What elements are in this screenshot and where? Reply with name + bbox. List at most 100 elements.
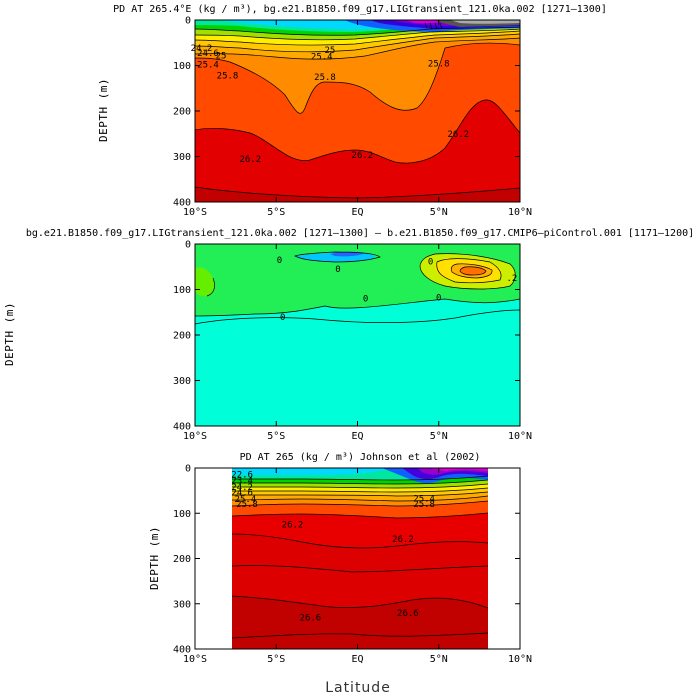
contour-label: 24.6 bbox=[231, 488, 253, 498]
contour-zero-mid bbox=[195, 309, 520, 325]
contour-23-0 bbox=[232, 475, 488, 481]
x-axis-label: Latitude bbox=[325, 680, 391, 696]
contour-label: 26.2 bbox=[392, 535, 414, 545]
fill-positive-north-4 bbox=[460, 266, 486, 275]
contour-label: 25.8 bbox=[236, 500, 258, 510]
y-tick-label: 100 bbox=[173, 509, 191, 520]
contour-label: 26.2 bbox=[282, 521, 304, 531]
contour-label: 25.8 bbox=[217, 72, 239, 82]
contour-deep bbox=[232, 632, 488, 639]
panel-1-title: PD AT 265.4°E (kg / m³), bg.e21.B1850.f0… bbox=[113, 4, 607, 15]
fill-corner bbox=[195, 244, 225, 264]
contour-23-4 bbox=[232, 479, 488, 485]
y-tick-label: 0 bbox=[185, 240, 191, 251]
x-tick-label: 10°S bbox=[183, 207, 207, 218]
panel-2-title: bg.e21.B1850.f09_g17.LIGtransient_121.0k… bbox=[26, 228, 694, 239]
contour-label: 25.4 bbox=[311, 52, 333, 62]
panel-1: PD AT 265.4°E (kg / m³), bg.e21.B1850.f0… bbox=[97, 4, 607, 218]
panel-3-title: PD AT 265 (kg / m³) Johnson et al (2002) bbox=[240, 452, 481, 463]
contour-label: 25.8 bbox=[428, 60, 450, 70]
contour-25-0 bbox=[232, 495, 488, 502]
contour-24-2 bbox=[232, 487, 488, 493]
panel-1-y-axis-label: DEPTH (m) bbox=[97, 78, 110, 142]
x-tick-label: 5°N bbox=[430, 431, 448, 442]
contour-25-8 bbox=[232, 512, 488, 519]
contour-23-8 bbox=[195, 26, 520, 36]
panel-3-contour-labels: 22.623.424.224.625.425.826.226.225.825.4… bbox=[231, 470, 435, 623]
contour-label: 25.4 bbox=[413, 494, 435, 504]
contour-26-6 bbox=[232, 595, 488, 609]
y-tick-label: 200 bbox=[173, 554, 191, 565]
contour-zero-north bbox=[419, 253, 516, 290]
x-tick-label: 5°N bbox=[430, 207, 448, 218]
contour-mid bbox=[232, 565, 488, 573]
x-tick-label: 10°S bbox=[183, 431, 207, 442]
panel-2: bg.e21.B1850.f09_g17.LIGtransient_121.0k… bbox=[3, 228, 694, 442]
fill-light-grey bbox=[450, 20, 520, 24]
panel-1-contour-labels: 24.224.62525.425.825.42525.825.826.226.2… bbox=[191, 44, 469, 165]
y-tick-label: 0 bbox=[185, 464, 191, 475]
y-tick-label: 400 bbox=[173, 645, 191, 656]
panel-3-contour-lines bbox=[232, 475, 488, 639]
x-tick-label: EQ bbox=[351, 431, 363, 442]
contour-26-6 bbox=[195, 186, 520, 199]
contour-label: 25.4 bbox=[197, 61, 219, 71]
contour-25-0 bbox=[195, 33, 520, 53]
contour-24-2 bbox=[195, 28, 520, 41]
contour-25-4 bbox=[232, 500, 488, 507]
panel-1-contour-lines bbox=[195, 22, 520, 199]
panel-3-y-axis-label: DEPTH (m) bbox=[148, 526, 161, 590]
panel-2-plot bbox=[195, 244, 520, 426]
x-tick-label: 5°N bbox=[430, 654, 448, 665]
x-tick-label: 5°S bbox=[267, 207, 285, 218]
contour-label: 25.4 bbox=[235, 495, 257, 505]
contour-label: 24.6 bbox=[197, 49, 219, 59]
contour-zero-lower bbox=[195, 298, 520, 317]
panel-3: PD AT 265 (kg / m³) Johnson et al (2002)… bbox=[148, 452, 532, 696]
contour-label: 26.6 bbox=[397, 609, 419, 619]
panel-1-axes: 10°S 5°S EQ 5°N 10°N 0 100 200 300 400 bbox=[173, 16, 532, 219]
contour-24-6 bbox=[195, 30, 520, 46]
x-tick-label: 5°S bbox=[267, 654, 285, 665]
x-tick-label: 10°N bbox=[508, 431, 532, 442]
x-tick-label: 10°N bbox=[508, 207, 532, 218]
contour-25-4 bbox=[195, 37, 520, 60]
contour-label: 23.4 bbox=[231, 477, 253, 487]
contour-23-8 bbox=[232, 483, 488, 489]
contour-label: 25 bbox=[324, 46, 335, 56]
contour-label: 26.6 bbox=[300, 613, 322, 623]
y-tick-label: 200 bbox=[173, 331, 191, 342]
contour-label: 25.8 bbox=[413, 500, 435, 510]
contour-label: 25.8 bbox=[314, 73, 336, 83]
contour-stack-north bbox=[424, 22, 443, 30]
contour-0-6 bbox=[459, 266, 487, 276]
contour-label: 24.2 bbox=[191, 44, 213, 54]
y-tick-label: 200 bbox=[173, 107, 191, 118]
contour-label: 22.6 bbox=[231, 470, 253, 480]
contour-label: 26.2 bbox=[239, 155, 261, 165]
contour-label: 0 bbox=[277, 256, 282, 266]
contour-0-2 bbox=[436, 258, 502, 284]
panel-1-plot bbox=[195, 20, 520, 202]
y-tick-label: 400 bbox=[173, 422, 191, 433]
x-tick-label: 10°S bbox=[183, 654, 207, 665]
panel-2-contour-lines bbox=[195, 251, 520, 325]
fill-22-6-to-23-0 bbox=[232, 468, 392, 475]
panel-3-axes: 10°S 5°S EQ 5°N 10°N 0 100 200 300 400 bbox=[173, 464, 532, 666]
x-tick-label: EQ bbox=[351, 207, 363, 218]
panel-2-contour-labels: 0 0 0 0 0 0 .2 bbox=[277, 256, 518, 323]
panel-2-y-axis-label: DEPTH (m) bbox=[3, 302, 16, 366]
y-tick-label: 300 bbox=[173, 599, 191, 610]
contour-label: 26.2 bbox=[352, 151, 374, 161]
y-tick-label: 400 bbox=[173, 198, 191, 209]
contour-label: 0 bbox=[436, 294, 441, 304]
contour-label: 0 bbox=[428, 257, 433, 267]
y-tick-label: 100 bbox=[173, 285, 191, 296]
y-tick-label: 100 bbox=[173, 61, 191, 72]
contour-0-4 bbox=[450, 263, 493, 279]
contour-24-6 bbox=[232, 491, 488, 497]
contour-label: 0 bbox=[335, 265, 340, 275]
contour-26-2 bbox=[195, 99, 520, 164]
contour-label: 25 bbox=[216, 51, 227, 61]
